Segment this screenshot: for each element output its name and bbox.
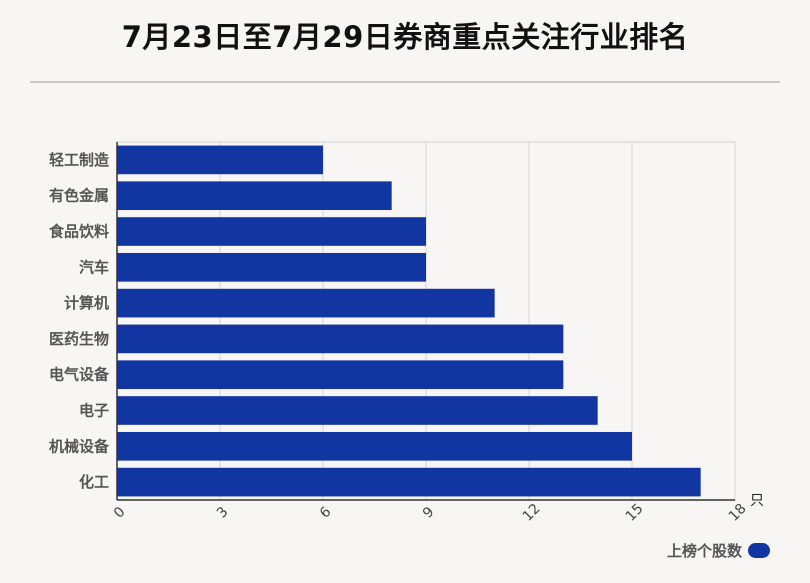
bar[interactable]	[117, 324, 564, 354]
bar-layer	[117, 145, 701, 497]
x-tick-label: 6	[317, 504, 335, 522]
bar[interactable]	[117, 252, 426, 282]
x-unit-label: 只	[750, 493, 764, 509]
legend-label: 上榜个股数	[666, 542, 742, 560]
bar[interactable]	[117, 431, 632, 461]
title-divider	[30, 81, 780, 83]
legend-swatch	[748, 543, 770, 558]
legend[interactable]: 上榜个股数	[667, 540, 770, 561]
x-tick-label: 18	[726, 501, 750, 525]
x-tick-label: 15	[623, 501, 647, 525]
bar[interactable]	[117, 181, 392, 211]
bar[interactable]	[117, 217, 426, 246]
chart-title: 7月23日至7月29日券商重点关注行业排名	[121, 20, 689, 54]
bar[interactable]	[117, 145, 323, 175]
x-tick-label: 3	[214, 504, 232, 522]
x-tick-label: 12	[520, 501, 544, 525]
bar[interactable]	[117, 360, 564, 390]
y-category-label: 电气设备	[49, 366, 110, 384]
y-category-label: 电子	[79, 402, 109, 420]
y-category-label: 化工	[79, 473, 109, 491]
bar[interactable]	[117, 288, 495, 318]
y-category-label: 汽车	[79, 258, 109, 276]
y-category-label: 食品饮料	[49, 223, 109, 241]
bar[interactable]	[117, 467, 701, 497]
y-category-label: 医药生物	[49, 330, 109, 348]
x-tick-label: 0	[111, 504, 129, 522]
y-category-label: 计算机	[64, 294, 109, 312]
y-category-label: 有色金属	[49, 187, 109, 205]
y-category-label: 轻工制造	[49, 151, 109, 169]
x-tick-label: 9	[420, 504, 438, 522]
y-category-label: 机械设备	[49, 437, 110, 455]
bar[interactable]	[117, 396, 598, 425]
